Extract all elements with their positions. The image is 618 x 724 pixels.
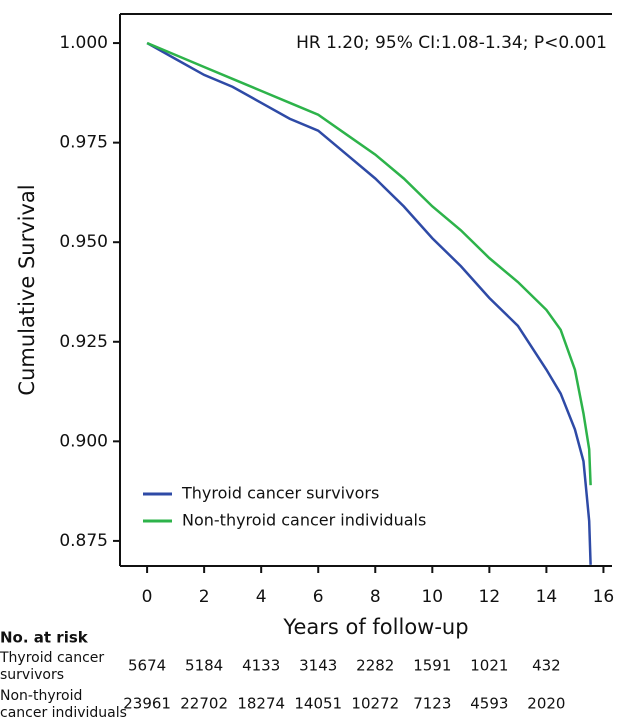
legend-label: Thyroid cancer survivors (181, 484, 379, 503)
survival-curve (146, 41, 592, 486)
x-axis-label: Years of follow-up (282, 615, 468, 639)
legend-label: Non-thyroid cancer individuals (182, 511, 426, 530)
risk-count: 3143 (299, 657, 337, 675)
risk-count: 10272 (351, 695, 399, 713)
risk-count: 2020 (527, 695, 565, 713)
risk-count: 4593 (470, 695, 508, 713)
risk-count: 7123 (413, 695, 451, 713)
y-tick-label: 0.925 (59, 332, 108, 352)
x-tick-label: 6 (313, 587, 324, 607)
y-tick-label: 1.000 (59, 33, 108, 53)
risk-count: 1591 (413, 657, 451, 675)
risk-row-label: survivors (0, 667, 64, 683)
risk-count: 14051 (294, 695, 342, 713)
x-tick-label: 14 (536, 587, 558, 607)
x-tick-label: 10 (421, 587, 443, 607)
x-tick-label: 2 (199, 587, 210, 607)
x-tick-label: 4 (256, 587, 267, 607)
risk-row-label: Thyroid cancer (0, 650, 104, 666)
y-axis-label: Cumulative Survival (15, 184, 39, 395)
annotation: HR 1.20; 95% CI:1.08-1.34; P<0.001 (296, 33, 607, 53)
y-tick-label: 0.900 (59, 431, 108, 451)
risk-count: 432 (532, 657, 561, 675)
risk-count: 1021 (470, 657, 508, 675)
x-tick-label: 16 (593, 587, 615, 607)
risk-count: 5674 (128, 657, 166, 675)
x-tick-label: 0 (142, 587, 153, 607)
x-tick-label: 12 (479, 587, 501, 607)
risk-count: 18274 (237, 695, 285, 713)
risk-row-label: Non-thyroid (0, 688, 82, 704)
risk-table-title: No. at risk (0, 629, 89, 647)
y-tick-label: 0.875 (59, 531, 108, 551)
x-tick-label: 8 (370, 587, 381, 607)
risk-count: 4133 (242, 657, 280, 675)
y-tick-label: 0.950 (59, 232, 108, 252)
risk-count: 2282 (356, 657, 394, 675)
y-tick-label: 0.975 (59, 133, 108, 153)
risk-row-label: cancer individuals (0, 705, 127, 721)
risk-count: 22702 (180, 695, 228, 713)
survival-curve (146, 41, 592, 565)
risk-count: 5184 (185, 657, 223, 675)
risk-count: 23961 (123, 695, 171, 713)
